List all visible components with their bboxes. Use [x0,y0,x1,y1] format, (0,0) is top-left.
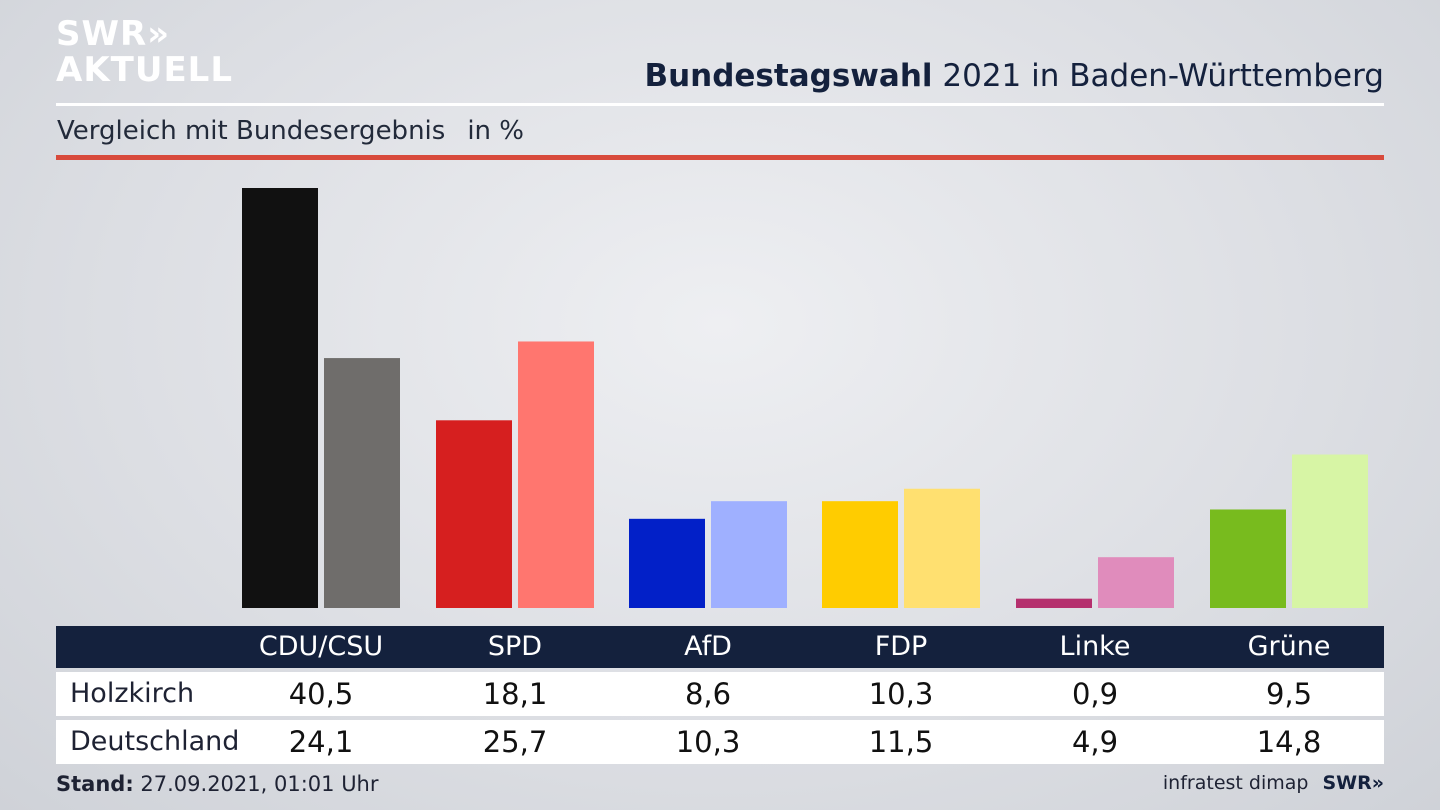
table-row-holzkirch: Holzkirch 40,5 18,1 8,6 10,3 0,9 9,5 [56,672,1384,716]
title-rest: 2021 in Baden-Württemberg [942,58,1384,94]
row-label-holzkirch: Holzkirch [70,678,195,709]
bar-linke-holzkirch [1016,598,1092,608]
chart-title: Bundestagswahl 2021 in Baden-Württemberg [644,58,1384,94]
chart-subtitle: Vergleich mit Bundesergebnis in % [57,116,524,146]
value-holzkirch-grüne: 9,5 [1265,677,1313,711]
table-row-deutschland: Deutschland 24,1 25,7 10,3 11,5 4,9 14,8 [56,720,1384,764]
value-holzkirch-cdu-csu: 40,5 [288,677,354,711]
value-deutschland-linke: 4,9 [1071,725,1119,759]
table-header-row: CDU/CSU SPD AfD FDP Linke Grüne [56,626,1384,668]
value-deutschland-fdp: 11,5 [868,725,934,759]
bar-afd-holzkirch [629,518,705,608]
category-label-fdp: FDP [874,631,928,662]
bar-spd-holzkirch [436,420,512,608]
row-label-deutschland: Deutschland [70,726,240,757]
value-holzkirch-fdp: 10,3 [868,677,934,711]
bar-afd-deutschland [711,501,787,608]
title-bold: Bundestagswahl [644,58,933,94]
bar-grüne-holzkirch [1210,509,1286,608]
bar-cdu-csu-deutschland [324,358,400,608]
source-name: infratest dimap [1162,772,1309,794]
category-label-afd: AfD [684,631,732,662]
title-divider [56,103,1384,106]
bar-linke-deutschland [1098,557,1174,608]
bar-fdp-deutschland [904,488,980,608]
value-holzkirch-spd: 18,1 [482,677,548,711]
value-deutschland-grüne: 14,8 [1256,725,1322,759]
value-deutschland-spd: 25,7 [482,725,548,759]
bar-grüne-deutschland [1292,454,1368,608]
source-credit: infratest dimap SWR» [1163,772,1384,794]
logo-line-1: SWR» [56,14,171,54]
bar-spd-deutschland [518,341,594,608]
results-table: CDU/CSU SPD AfD FDP Linke Grüne Holzkirch 40,… [56,626,1384,764]
bar-cdu-csu-holzkirch [242,188,318,608]
logo-line-2: AKTUELL [56,50,234,90]
bar-chart [242,188,1368,608]
category-label-linke: Linke [1059,631,1131,662]
value-deutschland-cdu-csu: 24,1 [288,725,354,759]
category-label-grüne: Grüne [1247,631,1331,662]
bar-fdp-holzkirch [822,501,898,608]
swr-aktuell-logo: SWR» AKTUELL [56,16,233,88]
stand-value: 27.09.2021, 01:01 Uhr [140,772,379,796]
category-label-spd: SPD [487,631,543,662]
value-holzkirch-afd: 8,6 [684,677,732,711]
subtitle-divider [56,155,1384,160]
value-holzkirch-linke: 0,9 [1071,677,1119,711]
unit-label: in % [467,116,524,146]
value-deutschland-afd: 10,3 [675,725,741,759]
category-label-cdu-csu: CDU/CSU [258,631,384,662]
timestamp: Stand: 27.09.2021, 01:01 Uhr [56,772,379,796]
subtitle-text: Vergleich mit Bundesergebnis [57,116,446,146]
swr-brand-logo: SWR» [1322,772,1384,794]
stand-label: Stand: [56,772,134,796]
